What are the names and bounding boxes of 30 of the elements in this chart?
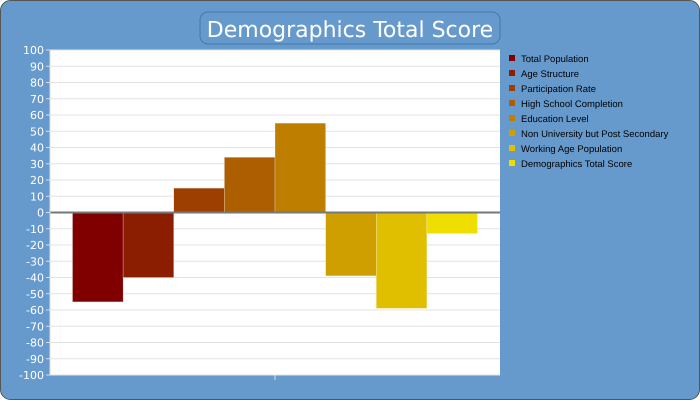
- y-tick-label: -90: [26, 352, 44, 366]
- y-tick-label: -20: [26, 239, 44, 252]
- y-tick-label: 0: [37, 206, 44, 220]
- legend-label: Age Structure: [521, 69, 580, 80]
- y-tick-label: -40: [26, 272, 44, 284]
- y-tick-label: -100: [19, 369, 44, 382]
- y-tick-label: -50: [26, 288, 44, 301]
- y-tick-label: 30: [30, 158, 44, 171]
- y-tick-label: 20: [30, 174, 44, 187]
- y-tick-label: 40: [30, 142, 44, 154]
- y-tick-label: -80: [26, 336, 44, 350]
- legend-label: Working Age Population: [521, 144, 622, 155]
- y-tick-label: -10: [26, 222, 44, 236]
- chart-title: Demographics Total Score: [206, 18, 494, 43]
- y-tick-label: -70: [26, 320, 44, 334]
- legend-label: Non University but Post Secondary: [521, 129, 669, 140]
- y-tick-label: 70: [30, 92, 44, 106]
- y-tick-label: 50: [30, 125, 44, 138]
- legend-label: High School Completion: [521, 99, 623, 110]
- legend-label: Demographics Total Score: [521, 159, 632, 170]
- y-tick-label: 80: [30, 76, 44, 90]
- y-tick-label: -30: [26, 255, 44, 268]
- y-tick-label: -60: [26, 304, 44, 317]
- y-tick-label: 100: [23, 44, 44, 57]
- legend-label: Participation Rate: [521, 84, 596, 95]
- y-tick-label: 90: [30, 60, 44, 74]
- legend-label: Total Population: [521, 54, 589, 65]
- legend-label: Education Level: [521, 114, 589, 125]
- y-tick-label: 60: [30, 109, 44, 122]
- y-tick-label: 10: [30, 190, 44, 204]
